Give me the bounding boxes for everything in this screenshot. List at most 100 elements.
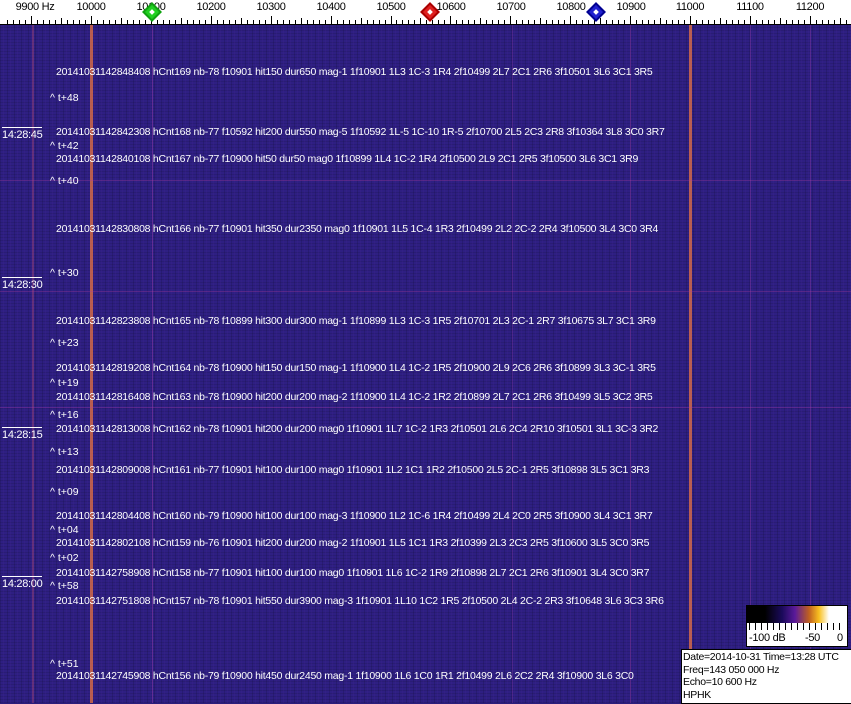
axis-tick [67,20,68,24]
axis-tick [642,20,643,24]
axis-tick [720,18,721,24]
log-row: 20141031142813008 hCnt162 nb-78 f10901 h… [56,423,659,435]
log-row: 20141031142848408 hCnt169 nb-78 f10901 h… [56,66,653,78]
axis-tick [486,20,487,24]
axis-tick [337,20,338,24]
axis-tick [331,16,332,24]
axis-tick [504,20,505,24]
log-row: 20141031142745908 hCnt156 nb-79 f10900 h… [56,670,634,682]
freq-label: 10800 [556,1,586,13]
axis-tick [277,20,278,24]
frequency-axis[interactable]: 9900 Hz 10000 10100 10200 10300 10400 10… [0,0,851,25]
blue-marker-icon[interactable] [586,2,606,22]
axis-tick [109,20,110,24]
axis-tick [133,20,134,24]
axis-tick [199,20,200,24]
t-mark: ^ t+58 [50,580,79,592]
axis-tick [43,20,44,24]
t-mark: ^ t+48 [50,92,79,104]
axis-tick [606,20,607,24]
axis-tick [618,20,619,24]
log-row: 20141031142830808 hCnt166 nb-77 f10901 h… [56,223,659,235]
axis-tick [702,20,703,24]
spectrogram-waterfall[interactable] [0,25,851,703]
t-mark: ^ t+40 [50,175,79,187]
axis-tick [349,20,350,24]
t-mark: ^ t+04 [50,524,79,536]
signal-line [750,25,751,703]
axis-tick [540,18,541,24]
t-mark: ^ t+16 [50,409,79,421]
time-label: 14:28:00 [2,576,43,590]
axis-tick [744,20,745,24]
axis-tick [229,20,230,24]
axis-tick [235,20,236,24]
axis-tick [792,20,793,24]
axis-tick [73,20,74,24]
log-row: 20141031142804408 hCnt160 nb-79 f10900 h… [56,510,653,522]
axis-tick [672,20,673,24]
axis-tick [432,20,433,24]
axis-tick [187,20,188,24]
log-row: 20141031142816408 hCnt163 nb-78 f10900 h… [56,391,653,403]
axis-tick [217,20,218,24]
axis-tick [546,20,547,24]
log-row: 20141031142823808 hCnt165 nb-78 f10899 h… [56,315,656,327]
colorbar[interactable]: -100 dB -50 0 [746,605,848,647]
axis-tick [774,20,775,24]
axis-tick [85,20,86,24]
axis-tick [7,20,8,24]
axis-tick [726,20,727,24]
axis-tick [534,20,535,24]
axis-tick [624,20,625,24]
colorbar-label: -100 dB [749,632,786,644]
axis-tick [834,20,835,24]
freq-label: 10000 [76,1,106,13]
axis-tick [265,20,266,24]
axis-tick [810,16,811,24]
axis-tick [223,20,224,24]
axis-tick [319,20,320,24]
axis-unit-label: 9900 Hz [15,1,55,13]
axis-tick [648,20,649,24]
axis-tick [522,20,523,24]
axis-tick [588,20,589,24]
signal-line [810,25,811,703]
axis-tick [678,20,679,24]
axis-tick [373,20,374,24]
colorbar-ticks [749,623,845,630]
colorbar-label: -50 [805,632,820,644]
log-row: 20141031142842308 hCnt168 nb-77 f10592 h… [56,126,665,138]
axis-tick [780,18,781,24]
freq-label: 10500 [376,1,406,13]
axis-tick [343,20,344,24]
axis-tick [295,20,296,24]
axis-tick [750,16,751,24]
axis-tick [600,18,601,24]
freq-label: 11000 [675,1,705,13]
axis-tick [103,20,104,24]
axis-tick [145,20,146,24]
signal-line [689,25,692,703]
axis-tick [91,16,92,24]
axis-tick [816,20,817,24]
axis-tick [846,20,847,24]
axis-tick [666,20,667,24]
axis-tick [630,16,631,24]
axis-tick [37,20,38,24]
colorbar-label: 0 [837,632,843,644]
axis-tick [558,20,559,24]
axis-tick [19,20,20,24]
axis-tick [385,20,386,24]
axis-tick [786,20,787,24]
axis-tick [169,20,170,24]
axis-tick [462,20,463,24]
log-row: 20141031142840108 hCnt167 nb-77 f10900 h… [56,153,639,165]
axis-tick [426,20,427,24]
axis-tick [552,20,553,24]
axis-tick [684,20,685,24]
axis-tick [139,20,140,24]
t-mark: ^ t+42 [50,140,79,152]
divider [0,291,851,292]
axis-tick [612,20,613,24]
